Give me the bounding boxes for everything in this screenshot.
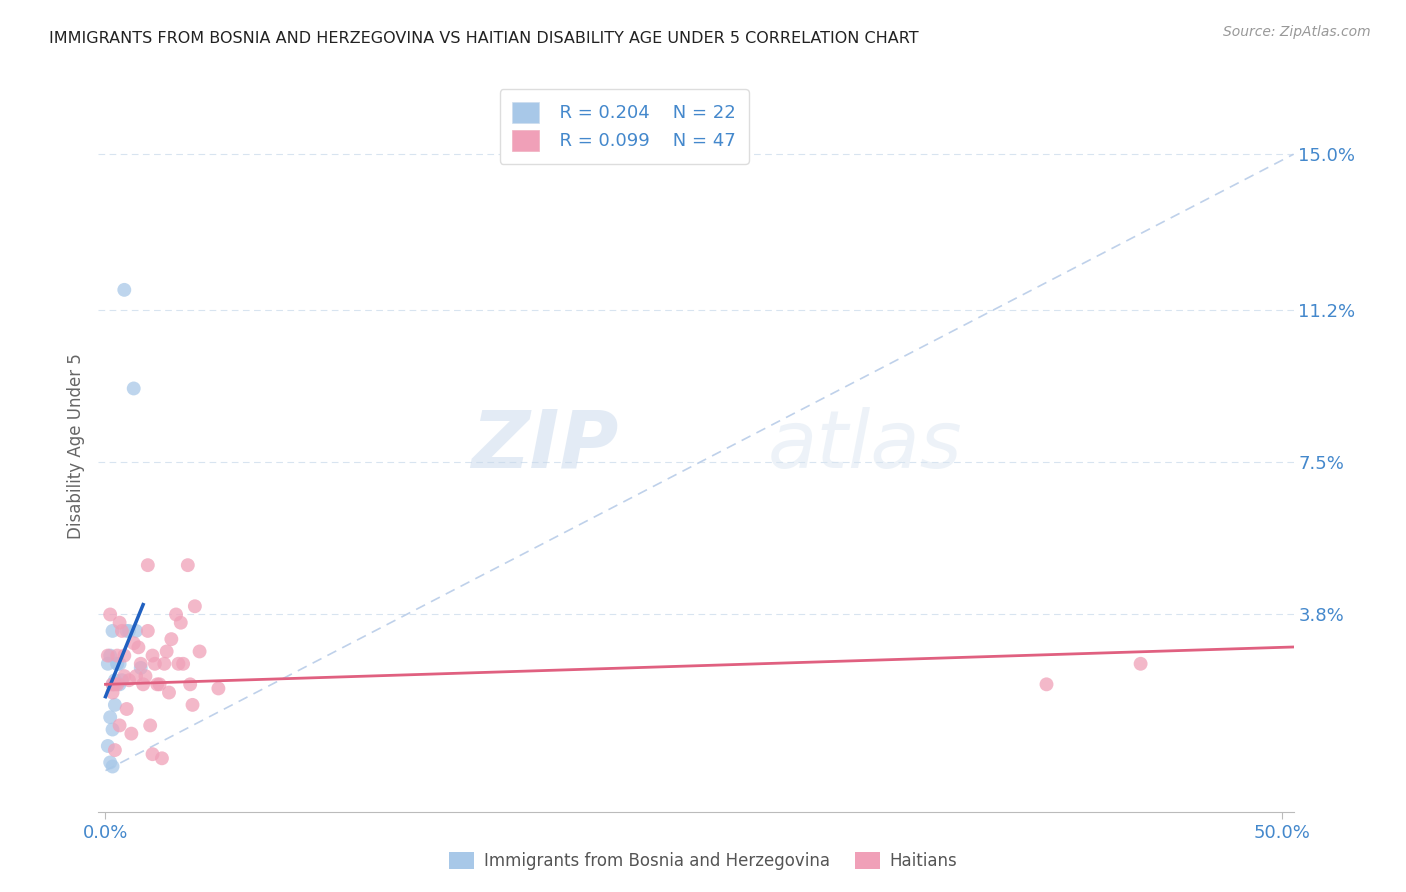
Point	[181, 698, 204, 712]
Point	[184, 599, 207, 614]
Point	[111, 673, 134, 688]
Point	[177, 558, 200, 573]
Point	[125, 624, 148, 638]
Point	[136, 558, 159, 573]
Point	[134, 669, 156, 683]
Point	[150, 751, 173, 765]
Point	[1129, 657, 1152, 671]
Point	[104, 677, 127, 691]
Point	[118, 624, 141, 638]
Point	[108, 657, 131, 671]
Point	[129, 661, 152, 675]
Point	[170, 615, 193, 630]
Point	[101, 624, 124, 638]
Point	[188, 644, 211, 658]
Point	[115, 702, 138, 716]
Point	[141, 747, 163, 762]
Point	[172, 657, 194, 671]
Point	[118, 673, 141, 688]
Point	[108, 615, 131, 630]
Point	[143, 657, 166, 671]
Point	[149, 677, 172, 691]
Point	[98, 710, 121, 724]
Point	[101, 677, 124, 691]
Point	[136, 624, 159, 638]
Point	[132, 677, 155, 691]
Point	[98, 648, 121, 663]
Point	[165, 607, 187, 622]
Point	[146, 677, 169, 691]
Point	[105, 648, 128, 663]
Point	[125, 669, 148, 683]
Legend: Immigrants from Bosnia and Herzegovina, Haitians: Immigrants from Bosnia and Herzegovina, …	[441, 845, 965, 877]
Point	[120, 726, 142, 740]
Point	[108, 718, 131, 732]
Point	[97, 648, 120, 663]
Point	[167, 657, 190, 671]
Point	[122, 636, 145, 650]
Point	[101, 723, 124, 737]
Point	[105, 657, 128, 671]
Point	[122, 382, 145, 396]
Point	[160, 632, 183, 647]
Point	[207, 681, 229, 696]
Point	[105, 677, 128, 691]
Point	[104, 743, 127, 757]
Point	[127, 640, 149, 655]
Point	[97, 657, 120, 671]
Point	[115, 624, 138, 638]
Legend:   R = 0.204    N = 22,   R = 0.099    N = 47: R = 0.204 N = 22, R = 0.099 N = 47	[499, 89, 749, 163]
Point	[108, 677, 131, 691]
Text: atlas: atlas	[768, 407, 963, 485]
Point	[101, 677, 124, 691]
Point	[112, 648, 135, 663]
Point	[105, 657, 128, 671]
Point	[112, 669, 135, 683]
Text: Source: ZipAtlas.com: Source: ZipAtlas.com	[1223, 25, 1371, 39]
Point	[101, 685, 124, 699]
Point	[112, 283, 135, 297]
Y-axis label: Disability Age Under 5: Disability Age Under 5	[66, 353, 84, 539]
Point	[1035, 677, 1057, 691]
Point	[139, 718, 162, 732]
Text: ZIP: ZIP	[471, 407, 619, 485]
Point	[98, 607, 121, 622]
Point	[98, 756, 121, 770]
Point	[129, 657, 152, 671]
Point	[156, 644, 179, 658]
Point	[101, 759, 124, 773]
Point	[179, 677, 201, 691]
Point	[111, 624, 134, 638]
Point	[97, 739, 120, 753]
Point	[157, 685, 180, 699]
Text: IMMIGRANTS FROM BOSNIA AND HERZEGOVINA VS HAITIAN DISABILITY AGE UNDER 5 CORRELA: IMMIGRANTS FROM BOSNIA AND HERZEGOVINA V…	[49, 31, 920, 46]
Point	[104, 673, 127, 688]
Point	[104, 698, 127, 712]
Point	[153, 657, 176, 671]
Point	[141, 648, 163, 663]
